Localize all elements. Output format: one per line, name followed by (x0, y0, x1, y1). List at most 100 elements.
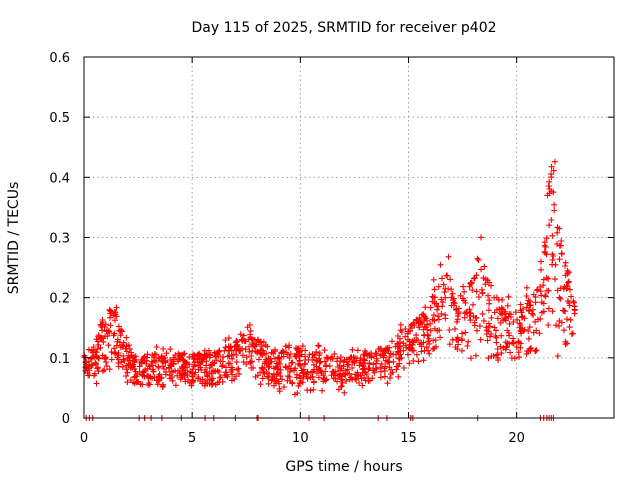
data-point (488, 331, 495, 337)
data-point (123, 334, 130, 341)
data-point (222, 344, 229, 351)
data-point (425, 347, 432, 354)
data-point (343, 358, 350, 365)
data-point (366, 377, 373, 384)
data-point (365, 365, 372, 372)
x-tick-label: 5 (188, 431, 196, 446)
data-point (107, 322, 114, 329)
data-point (415, 358, 422, 365)
data-point (403, 344, 410, 351)
data-point (437, 334, 444, 341)
data-point (452, 326, 458, 333)
data-point (249, 340, 256, 347)
data-point (473, 272, 480, 279)
data-point (478, 286, 485, 293)
data-point (211, 350, 218, 357)
data-point (162, 354, 168, 361)
data-point (426, 350, 433, 357)
data-point (499, 296, 505, 303)
data-point (286, 342, 293, 349)
data-point (99, 352, 106, 359)
data-point (143, 357, 150, 364)
data-point (471, 275, 477, 282)
data-point (523, 293, 530, 299)
data-point (474, 327, 480, 334)
data-point (297, 348, 303, 355)
data-point (495, 315, 501, 322)
data-point (548, 163, 555, 170)
data-point (327, 355, 334, 362)
data-point (118, 327, 125, 334)
data-point (268, 377, 275, 384)
data-point (544, 192, 551, 199)
data-point (516, 320, 523, 327)
data-point (348, 374, 355, 381)
data-point (482, 281, 489, 288)
data-point (271, 348, 278, 355)
data-point (354, 369, 361, 376)
data-point (557, 285, 564, 292)
data-point (100, 335, 106, 341)
data-point (139, 381, 146, 388)
y-axis-title: SRMTID / TECUs (6, 182, 22, 295)
data-point (453, 318, 460, 325)
data-point (568, 293, 575, 300)
data-point (387, 350, 394, 357)
data-point (422, 304, 429, 311)
data-point (551, 158, 558, 165)
data-point (278, 349, 285, 356)
data-point (191, 352, 198, 359)
data-point (441, 289, 448, 296)
data-point (222, 337, 229, 343)
data-point (542, 293, 549, 300)
data-point (552, 276, 558, 283)
data-point (538, 266, 544, 273)
data-point (319, 387, 326, 394)
data-point (523, 284, 530, 291)
data-point (111, 309, 118, 315)
data-point (510, 319, 517, 325)
data-point (386, 354, 393, 361)
data-point (116, 339, 123, 346)
data-point (562, 341, 569, 348)
data-point (209, 380, 216, 387)
data-point (337, 367, 344, 374)
data-point (217, 358, 224, 365)
data-point (420, 326, 427, 333)
data-point (492, 333, 499, 340)
data-point (255, 356, 262, 363)
data-point (106, 328, 113, 335)
data-point (156, 355, 163, 362)
data-point (556, 256, 563, 263)
data-point (203, 352, 210, 359)
data-point (433, 343, 439, 350)
data-point (420, 357, 427, 364)
data-point (167, 346, 174, 353)
x-tick-label: 10 (292, 431, 309, 446)
data-point (449, 290, 456, 297)
data-point (460, 283, 467, 290)
data-point (305, 356, 312, 363)
data-point (444, 272, 451, 279)
data-point (437, 261, 444, 268)
data-point (105, 342, 112, 349)
data-point (482, 276, 489, 283)
data-point (525, 335, 532, 342)
data-point (377, 374, 384, 381)
data-point (556, 294, 563, 301)
data-point (302, 353, 309, 360)
data-point (115, 350, 122, 356)
data-point (190, 356, 197, 362)
data-point (488, 314, 495, 321)
data-point (546, 186, 553, 192)
data-point (293, 352, 300, 359)
data-point (235, 365, 242, 372)
data-point (535, 316, 541, 323)
data-point (545, 275, 552, 282)
data-point (139, 359, 145, 366)
data-point (440, 281, 447, 288)
data-point (461, 288, 468, 295)
data-point (111, 345, 118, 352)
data-point (287, 351, 294, 357)
data-point (476, 323, 483, 330)
